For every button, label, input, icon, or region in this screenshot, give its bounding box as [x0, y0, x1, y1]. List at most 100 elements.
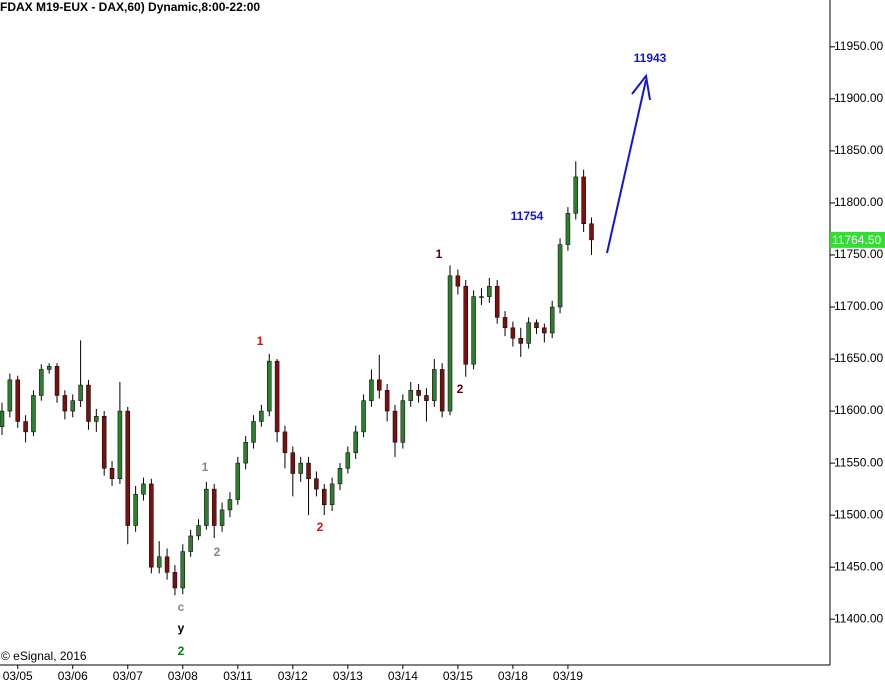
candle-body — [487, 285, 492, 297]
annotation: 2 — [317, 520, 324, 534]
chart-title: (FDAX M19-EUX - DAX,60) Dynamic,8:00-22:… — [0, 0, 260, 14]
candle-body — [377, 379, 382, 391]
candle-body — [70, 400, 75, 412]
candle-body — [549, 306, 555, 334]
candle-body — [353, 431, 358, 453]
candle-body — [565, 213, 571, 245]
x-tick-label: 03/06 — [58, 669, 88, 683]
candle-body — [479, 296, 484, 298]
candle-body — [86, 384, 91, 422]
candle-body — [227, 499, 233, 511]
x-tick-label: 03/18 — [498, 669, 528, 683]
candle-body — [219, 509, 225, 526]
annotation: 1 — [257, 334, 264, 348]
candle-body — [46, 366, 52, 370]
candle-body — [243, 442, 248, 464]
x-tick-label: 03/12 — [278, 669, 308, 683]
candle-body — [125, 410, 131, 526]
x-tick-label: 03/13 — [333, 669, 363, 683]
y-tick-label: 11750.00 — [834, 247, 883, 261]
candle-body — [345, 452, 351, 469]
candle-body — [447, 275, 453, 412]
y-tick-label: 11500.00 — [834, 507, 883, 521]
candle-body — [15, 379, 20, 422]
annotation: 1 — [436, 247, 443, 261]
candle-body — [290, 452, 296, 474]
candle-body — [282, 431, 288, 453]
annotation: 1 — [202, 460, 209, 474]
projection-arrow — [606, 73, 651, 254]
candle-body — [534, 322, 539, 329]
x-tick-label: 03/08 — [168, 669, 198, 683]
candle-body — [204, 488, 209, 526]
candle-body — [573, 176, 579, 214]
candle-body — [392, 410, 398, 443]
y-tick-label: 11950.00 — [834, 39, 883, 53]
candle-body — [101, 416, 107, 469]
candle-body — [526, 322, 531, 344]
candle-body — [0, 410, 5, 427]
candle-body — [589, 223, 594, 241]
candle-body — [274, 360, 280, 433]
candle-body — [164, 556, 170, 573]
y-tick-label: 11700.00 — [834, 299, 883, 313]
candle-body — [408, 390, 413, 401]
y-tick-label: 11650.00 — [834, 351, 883, 365]
last-price-box — [830, 231, 885, 248]
candle-body — [180, 551, 186, 589]
candle-body — [322, 488, 327, 505]
candle-body — [416, 390, 421, 396]
candle-body — [149, 483, 154, 568]
candle-body — [39, 369, 44, 396]
x-tick-label: 03/15 — [443, 669, 473, 683]
last-price-label: 11764.50 — [832, 233, 881, 247]
annotation: 2 — [178, 644, 185, 658]
credit: © eSignal, 2016 — [1, 649, 87, 663]
candle-body — [156, 556, 162, 568]
x-tick-label: 03/07 — [113, 669, 143, 683]
candle-body — [266, 360, 272, 412]
y-tick-label: 11450.00 — [834, 559, 883, 573]
y-tick-label: 11550.00 — [834, 455, 883, 469]
candle-body — [235, 462, 241, 500]
candle-body — [463, 285, 468, 365]
candle-body — [518, 337, 524, 344]
candle-body — [259, 410, 264, 422]
candle-body — [337, 468, 343, 485]
candle-body — [141, 483, 146, 495]
candle-body — [172, 572, 178, 589]
candle-body — [424, 395, 429, 401]
candle-body — [54, 366, 60, 396]
x-tick-label: 03/19 — [553, 669, 583, 683]
candle-body — [306, 462, 311, 479]
candle-body — [211, 488, 217, 526]
candle-body — [31, 395, 36, 433]
y-tick-label: 11400.00 — [834, 611, 883, 625]
candle-body — [369, 379, 374, 401]
annotation: 2 — [214, 545, 221, 559]
candle-body — [400, 400, 406, 443]
candle-body — [510, 327, 516, 339]
candle-body — [23, 421, 28, 433]
candle-body — [361, 400, 366, 433]
candle-body — [109, 468, 115, 479]
candle-body — [557, 244, 563, 308]
candle-body — [455, 275, 461, 287]
candle-body — [542, 327, 547, 334]
candle-body — [298, 462, 303, 474]
candle-body — [78, 384, 83, 401]
annotation: 2 — [457, 382, 464, 396]
candle-body — [251, 421, 256, 443]
candle-body — [133, 494, 138, 526]
x-tick-label: 03/11 — [223, 669, 252, 683]
candle-body — [432, 369, 437, 401]
annotation: 11943 — [634, 51, 667, 65]
candle-body — [581, 176, 586, 224]
candle-body — [196, 525, 201, 537]
candle-body — [502, 317, 508, 329]
x-tick-label: 03/05 — [3, 669, 33, 683]
x-tick-label: 03/14 — [388, 669, 418, 683]
candle-body — [117, 410, 123, 479]
